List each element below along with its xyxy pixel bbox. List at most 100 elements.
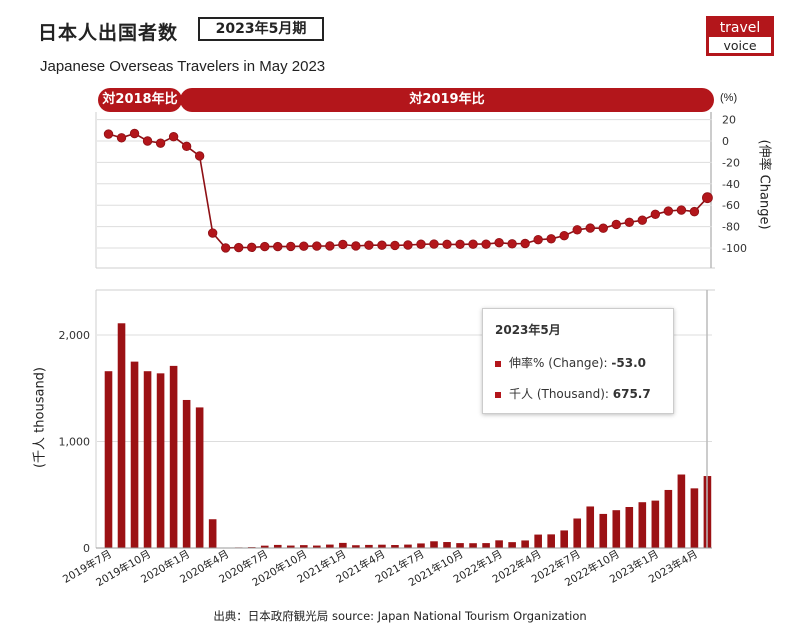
change-point (546, 234, 556, 244)
change-point (247, 242, 257, 253)
travelvoice-logo: travel voice (706, 16, 774, 56)
thousand-bar (130, 361, 139, 548)
change-point (637, 215, 648, 225)
change-tick-label: 0 (722, 135, 729, 148)
change-point (325, 241, 335, 251)
thousand-bar (560, 530, 568, 548)
thousand-axis-label: (千人 thousand) (32, 366, 48, 469)
thousand-bar (208, 519, 217, 548)
change-point (650, 209, 661, 219)
change-unit-label: (%) (720, 92, 738, 104)
thousand-bar (182, 399, 191, 548)
thousand-bar (365, 544, 373, 548)
thousand-bar (104, 371, 113, 548)
thousand-bar (495, 540, 503, 548)
thousand-bar (638, 502, 647, 548)
tooltip: 2023年5月 伸率% (Change): -53.0 千人 (Thousand… (482, 308, 674, 414)
thousand-bar (430, 541, 438, 548)
thousand-bar (378, 544, 386, 548)
thousand-bar (169, 365, 178, 548)
change-tick-label: 20 (722, 114, 736, 127)
change-tick-label: -40 (722, 178, 740, 191)
legend-swatch-change (495, 360, 501, 367)
thousand-tick-label: 1,000 (59, 436, 91, 449)
change-point (233, 242, 244, 253)
change-point (260, 241, 270, 252)
thousand-bar (195, 407, 204, 548)
thousand-bar (508, 542, 516, 548)
change-point (338, 239, 348, 250)
change-point (611, 219, 621, 230)
change-point (494, 237, 504, 248)
change-point (429, 239, 439, 249)
tooltip-title: 2023年5月 (495, 323, 561, 337)
change-point (572, 225, 582, 235)
source-credit: 出典：日本政府観光局 source: Japan National Touris… (213, 609, 587, 623)
thousand-bar (651, 500, 660, 548)
change-point (168, 132, 179, 142)
thousand-bar (573, 518, 582, 548)
thousand-bar (612, 510, 621, 548)
page-title: 日本人出国者数 (38, 22, 179, 44)
change-point (403, 240, 413, 250)
change-point (676, 205, 687, 215)
thousand-tick-label: 2,000 (59, 329, 91, 342)
band-vs-2019: 対2019年比 (180, 88, 714, 112)
thousand-bar (599, 513, 608, 548)
thousand-bar (625, 506, 634, 548)
change-point (364, 240, 374, 250)
thousand-bar (143, 371, 152, 548)
change-point (689, 206, 700, 217)
thousand-bar (690, 488, 699, 548)
change-point (468, 239, 478, 249)
change-point (129, 128, 140, 139)
change-tick-label: -60 (722, 199, 740, 212)
thousand-bar (586, 506, 595, 548)
change-point (194, 151, 205, 161)
legend-swatch-thousand (495, 391, 501, 398)
thousand-bar (443, 542, 451, 548)
chart-canvas: 200-20-40-60-80-10001,0002,0002019年7月201… (59, 112, 747, 589)
thousand-bar (326, 544, 334, 548)
thousand-bar (117, 323, 126, 548)
thousand-bar (273, 544, 282, 548)
change-point (103, 129, 114, 139)
change-tick-label: -80 (722, 221, 740, 234)
chart-subtitle: Japanese Overseas Travelers in May 2023 (40, 58, 326, 75)
change-point (585, 223, 595, 233)
change-axis-label: (伸率 Change) (756, 139, 772, 230)
change-tick-label: -20 (722, 156, 740, 169)
thousand-bar (156, 373, 165, 548)
change-point (220, 243, 231, 253)
thousand-bar (286, 545, 295, 548)
change-point (481, 239, 491, 249)
band-vs-2018: 対2018年比 (98, 88, 182, 112)
change-point (207, 228, 218, 238)
change-point (181, 141, 192, 152)
change-point (377, 240, 387, 250)
change-series-line (108, 132, 708, 249)
thousand-bar (547, 534, 555, 548)
period-badge: 2023年5月期 (198, 17, 324, 41)
thousand-bar (456, 543, 464, 548)
change-point (299, 241, 309, 251)
change-point (273, 241, 283, 252)
change-point (559, 230, 569, 241)
change-point (520, 238, 530, 249)
change-point (442, 239, 452, 250)
logo-text-travel: travel (720, 20, 761, 36)
thousand-bar (339, 542, 347, 548)
change-point (351, 241, 361, 251)
change-point (702, 192, 713, 204)
thousand-bar (677, 474, 686, 548)
change-point (416, 239, 426, 249)
change-point (116, 133, 127, 143)
tooltip-thousand-row: 千人 (Thousand): 675.7 (495, 385, 661, 402)
thousand-bar (482, 543, 490, 548)
tooltip-change-value: -53.0 (611, 356, 646, 370)
thousand-bar (417, 543, 425, 548)
thousand-bar (313, 545, 321, 548)
thousand-bar (664, 489, 673, 548)
tooltip-thousand-value: 675.7 (612, 387, 651, 401)
thousand-bar (391, 545, 399, 548)
